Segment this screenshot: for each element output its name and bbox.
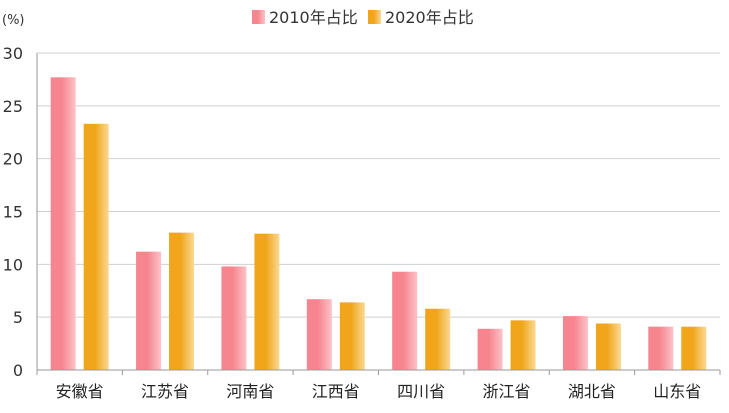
- bar-series-1: [562, 316, 588, 370]
- y-tick-label: 0: [13, 361, 23, 380]
- bar-series-1: [50, 77, 76, 370]
- y-tick-label: 30: [3, 44, 23, 63]
- x-category-label: 山东省: [653, 382, 701, 401]
- y-tick-label: 20: [3, 150, 23, 169]
- bar-series-2: [83, 123, 109, 371]
- x-category-label: 河南省: [226, 382, 274, 401]
- bar-series-2: [425, 308, 451, 370]
- legend: 2010年占比 2020年占比: [252, 8, 474, 27]
- x-category-label: 浙江省: [483, 382, 531, 401]
- bar-series-1: [221, 266, 247, 370]
- bars: [50, 77, 707, 371]
- bar-series-2: [169, 232, 195, 370]
- bar-series-1: [392, 271, 418, 370]
- x-category-label: 四川省: [397, 382, 445, 401]
- x-category-label: 江西省: [312, 382, 360, 401]
- bar-series-2: [595, 323, 621, 370]
- legend-label: 2020年占比: [385, 8, 474, 27]
- bar-series-1: [306, 299, 332, 370]
- legend-swatch: [368, 10, 381, 24]
- x-category-label: 湖北省: [568, 382, 616, 401]
- y-tick-label: 15: [3, 203, 23, 222]
- bar-series-2: [510, 320, 536, 370]
- x-category-label: 安徽省: [56, 382, 104, 401]
- bar-series-2: [254, 233, 280, 370]
- legend-label: 2010年占比: [269, 8, 358, 27]
- legend-swatch: [252, 10, 265, 24]
- y-tick-label: 10: [3, 255, 23, 274]
- x-category-label: 江苏省: [141, 382, 189, 401]
- axes: 0 5 10 15 20 25 30 安徽省 江苏省 河南省 江西省 四川省 浙江省 湖北省 山东省: [3, 44, 721, 401]
- bar-series-1: [477, 328, 503, 370]
- bar-series-2: [681, 326, 707, 370]
- y-unit-label: (%): [2, 13, 25, 28]
- y-tick-label: 5: [13, 308, 23, 327]
- y-tick-label: 25: [3, 97, 23, 116]
- bar-series-1: [136, 251, 162, 370]
- bar-series-2: [339, 302, 365, 370]
- bar-series-1: [648, 326, 674, 370]
